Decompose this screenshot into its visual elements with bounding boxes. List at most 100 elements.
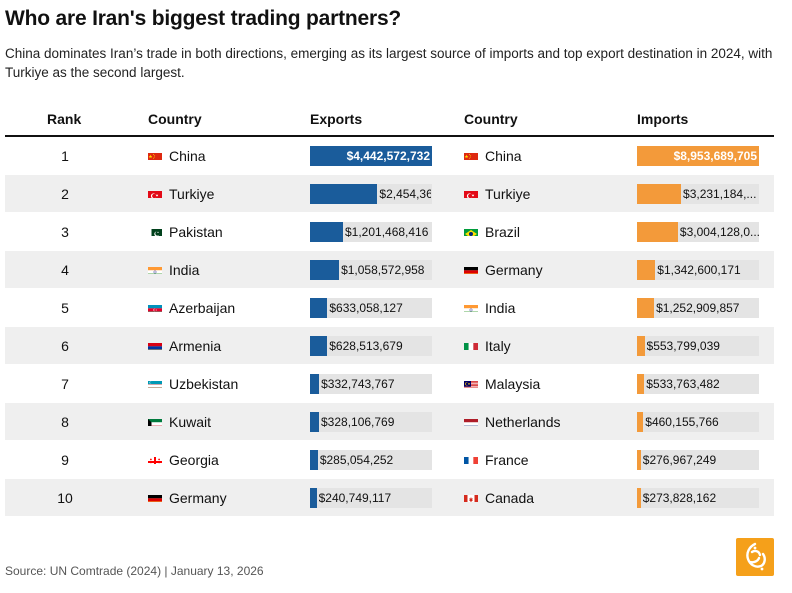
export-country: China bbox=[169, 148, 206, 164]
bar-track: $553,799,039 bbox=[637, 336, 759, 356]
bar-track: $1,201,468,416 bbox=[310, 222, 432, 242]
data-label: $628,513,679 bbox=[329, 339, 403, 353]
brazil-flag-icon bbox=[464, 226, 478, 236]
china-flag-icon bbox=[464, 150, 478, 160]
bar bbox=[310, 412, 319, 432]
rank-cell: 6 bbox=[61, 338, 69, 354]
chart-subtitle: China dominates Iran’s trade in both dir… bbox=[5, 46, 773, 80]
table-row: 5 Azerbaijan $633,058,127 India $1,252,909,8… bbox=[5, 289, 774, 327]
source-note: Source: UN Comtrade (2024) | January 13,… bbox=[5, 564, 264, 578]
rank-cell: 9 bbox=[61, 452, 69, 468]
bar-track: $1,342,600,171 bbox=[637, 260, 759, 280]
import-country: Germany bbox=[485, 262, 543, 278]
bar bbox=[310, 298, 328, 318]
data-label: $8,953,689,705 bbox=[673, 149, 757, 163]
uzbekistan-flag-icon bbox=[148, 378, 162, 388]
germany-flag-icon bbox=[464, 264, 478, 274]
china-flag-icon bbox=[148, 150, 162, 160]
bar bbox=[637, 336, 645, 356]
table-row: 10 Germany $240,749,117 Canada $273,828,162 bbox=[5, 479, 774, 517]
turkiye-flag-icon bbox=[148, 188, 162, 198]
bar-track: $285,054,252 bbox=[310, 450, 432, 470]
rank-cell: 2 bbox=[61, 186, 69, 202]
bar-track: $3,004,128,0... bbox=[637, 222, 759, 242]
header-country-imports: Country bbox=[464, 111, 518, 127]
table-row: 4 India $1,058,572,958 Germany $1,342,600,17… bbox=[5, 251, 774, 289]
data-label: $285,054,252 bbox=[319, 453, 394, 467]
bar-track: $460,155,766 bbox=[637, 412, 759, 432]
bar-track: $1,252,909,857 bbox=[637, 298, 759, 318]
bar-track: $328,106,769 bbox=[310, 412, 432, 432]
data-label: $553,799,039 bbox=[646, 339, 720, 353]
export-country: India bbox=[169, 262, 200, 278]
malaysia-flag-icon bbox=[464, 378, 478, 388]
bar bbox=[310, 146, 432, 166]
header-rank: Rank bbox=[47, 111, 82, 127]
bar bbox=[637, 374, 645, 394]
import-country: Netherlands bbox=[485, 414, 561, 430]
data-label: $4,442,572,732 bbox=[346, 149, 430, 163]
data-label: $3,004,128,0... bbox=[679, 225, 759, 239]
data-label: $460,155,766 bbox=[645, 415, 719, 429]
import-country: Italy bbox=[485, 338, 511, 354]
bar bbox=[637, 298, 655, 318]
bar bbox=[637, 184, 682, 204]
header-country-exports: Country bbox=[148, 111, 202, 127]
bar-track: $4,442,572,732 bbox=[310, 146, 432, 166]
data-label: $533,763,482 bbox=[646, 377, 720, 391]
export-country: Germany bbox=[169, 490, 227, 506]
data-label: $1,201,468,416 bbox=[344, 225, 429, 239]
data-label: $1,058,572,958 bbox=[341, 263, 425, 277]
netherlands-flag-icon bbox=[464, 416, 478, 426]
data-label: $2,454,36... bbox=[379, 187, 431, 201]
table-body: 1 China $4,442,572,732 China $8,953,689,705 2… bbox=[5, 137, 774, 517]
al-jazeera-logo bbox=[736, 538, 774, 576]
bar-track: $628,513,679 bbox=[310, 336, 432, 356]
import-country: India bbox=[485, 300, 516, 316]
azerbaijan-flag-icon bbox=[148, 302, 162, 312]
data-label: $633,058,127 bbox=[329, 301, 403, 315]
export-country: Georgia bbox=[169, 452, 219, 468]
bar bbox=[637, 412, 644, 432]
rank-cell: 8 bbox=[61, 414, 69, 430]
germany-flag-icon bbox=[148, 492, 162, 502]
trade-table: Rank Country Exports Country Imports 1 Ch… bbox=[5, 101, 774, 517]
bar bbox=[637, 260, 656, 280]
bar-track: $273,828,162 bbox=[637, 488, 759, 508]
bar bbox=[637, 222, 678, 242]
import-country: Turkiye bbox=[485, 186, 531, 202]
bar-track: $240,749,117 bbox=[310, 488, 432, 508]
bar bbox=[310, 336, 328, 356]
rank-cell: 5 bbox=[61, 300, 69, 316]
export-country: Armenia bbox=[169, 338, 222, 354]
header-exports: Exports bbox=[310, 111, 363, 127]
rank-cell: 4 bbox=[61, 262, 69, 278]
export-country: Pakistan bbox=[169, 224, 223, 240]
bar-track: $2,454,36... bbox=[310, 184, 432, 204]
bar-track: $1,058,572,958 bbox=[310, 260, 432, 280]
bar bbox=[310, 260, 340, 280]
bar-track: $332,743,767 bbox=[310, 374, 432, 394]
rank-cell: 7 bbox=[61, 376, 69, 392]
bar-track: $533,763,482 bbox=[637, 374, 759, 394]
bar bbox=[310, 450, 318, 470]
data-label: $328,106,769 bbox=[321, 415, 395, 429]
data-label: $1,342,600,171 bbox=[657, 263, 741, 277]
rank-cell: 1 bbox=[61, 148, 69, 164]
data-label: $240,749,117 bbox=[318, 491, 392, 505]
import-country: Malaysia bbox=[485, 376, 541, 392]
header-imports: Imports bbox=[637, 111, 689, 127]
bar bbox=[637, 146, 759, 166]
bar bbox=[637, 450, 641, 470]
export-country: Azerbaijan bbox=[169, 300, 236, 316]
bar bbox=[310, 184, 378, 204]
bar bbox=[310, 222, 343, 242]
bar-track: $8,953,689,705 bbox=[637, 146, 759, 166]
table-row: 2 Turkiye $2,454,36... Turkiye $3,231,184,..… bbox=[5, 175, 774, 213]
chart-title: Who are Iran's biggest trading partners? bbox=[5, 7, 402, 30]
india-flag-icon bbox=[464, 302, 478, 312]
armenia-flag-icon bbox=[148, 340, 162, 350]
table-row: 6 Armenia $628,513,679 Italy $553,799,039 bbox=[5, 327, 774, 365]
table-row: 3 Pakistan $1,201,468,416 Brazil $3,004,128,… bbox=[5, 213, 774, 251]
export-country: Uzbekistan bbox=[169, 376, 239, 392]
